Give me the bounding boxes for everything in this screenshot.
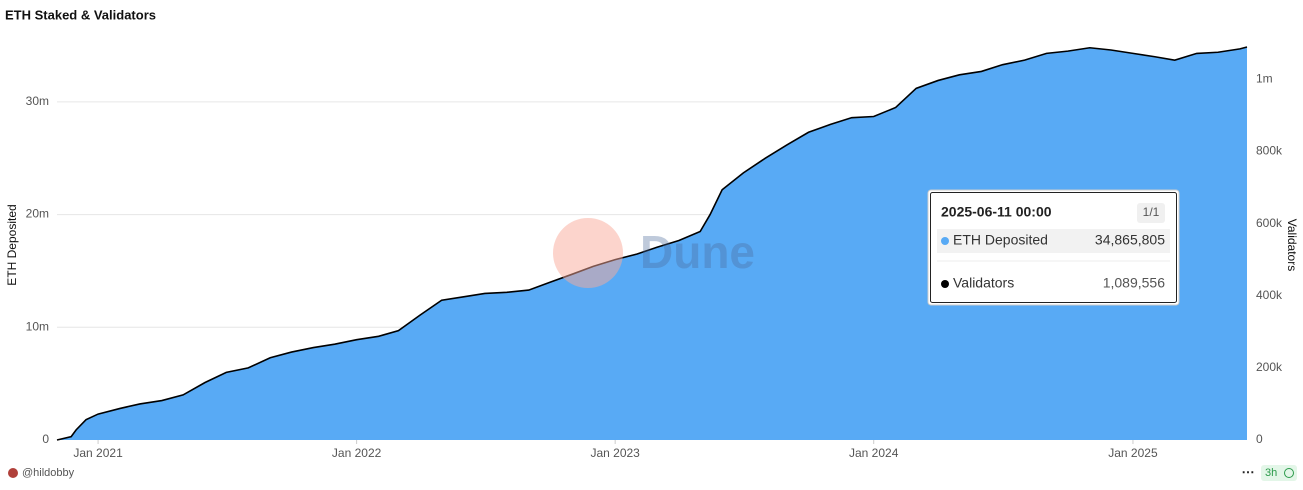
x-tick-label: Jan 2023 <box>590 446 640 460</box>
tooltip-marker <box>941 237 949 245</box>
y2-tick-label: 200k <box>1256 360 1283 374</box>
y-tick-label: 20m <box>26 207 49 221</box>
tooltip-label: Validators <box>953 275 1014 291</box>
age-icon <box>1284 468 1294 478</box>
tooltip-label: ETH Deposited <box>953 232 1048 248</box>
x-tick-label: Jan 2025 <box>1108 446 1158 460</box>
tooltip-value: 34,865,805 <box>1095 232 1165 248</box>
watermark: Dune <box>640 226 755 278</box>
tooltip-page: 1/1 <box>1143 205 1160 219</box>
age: 3h <box>1265 467 1277 479</box>
y2-axis-title: Validators <box>1285 219 1299 271</box>
y2-tick-label: 400k <box>1256 288 1283 302</box>
tooltip-row-bg <box>937 229 1170 253</box>
tooltip: 2025-06-11 00:00 1/1 ETH Deposited 34,86… <box>927 189 1180 306</box>
y-tick-label: 10m <box>26 319 49 333</box>
chart-title: ETH Staked & Validators <box>5 7 156 22</box>
x-tick-label: Jan 2024 <box>849 446 899 460</box>
y-tick-label: 0 <box>42 432 49 446</box>
watermark-logo <box>553 218 623 288</box>
tooltip-page-bg <box>1137 203 1165 223</box>
line <box>56 46 1248 441</box>
y2-tick-label: 600k <box>1256 216 1283 230</box>
tooltip-value: 1,089,556 <box>1103 275 1165 291</box>
author-avatar <box>8 468 18 478</box>
tooltip-title: 2025-06-11 00:00 <box>941 204 1052 220</box>
y2-tick-label: 800k <box>1256 144 1283 158</box>
plot: 0 10m 20m 30m 0 200k 400k 600k 800k 1m Jan 2021 Jan… <box>26 46 1283 460</box>
tooltip-border <box>930 192 1177 303</box>
author[interactable]: @hildobby <box>22 467 75 479</box>
y-axis-title: ETH Deposited <box>5 204 19 285</box>
area <box>57 47 1247 440</box>
y2-tick-label: 1m <box>1256 71 1273 85</box>
y2-tick-label: 0 <box>1256 432 1263 446</box>
menu[interactable]: ⋯ <box>1242 464 1255 479</box>
tooltip-marker <box>941 280 949 288</box>
y-tick-label: 30m <box>26 94 49 108</box>
x-tick-label: Jan 2022 <box>332 446 382 460</box>
x-tick-label: Jan 2021 <box>73 446 123 460</box>
